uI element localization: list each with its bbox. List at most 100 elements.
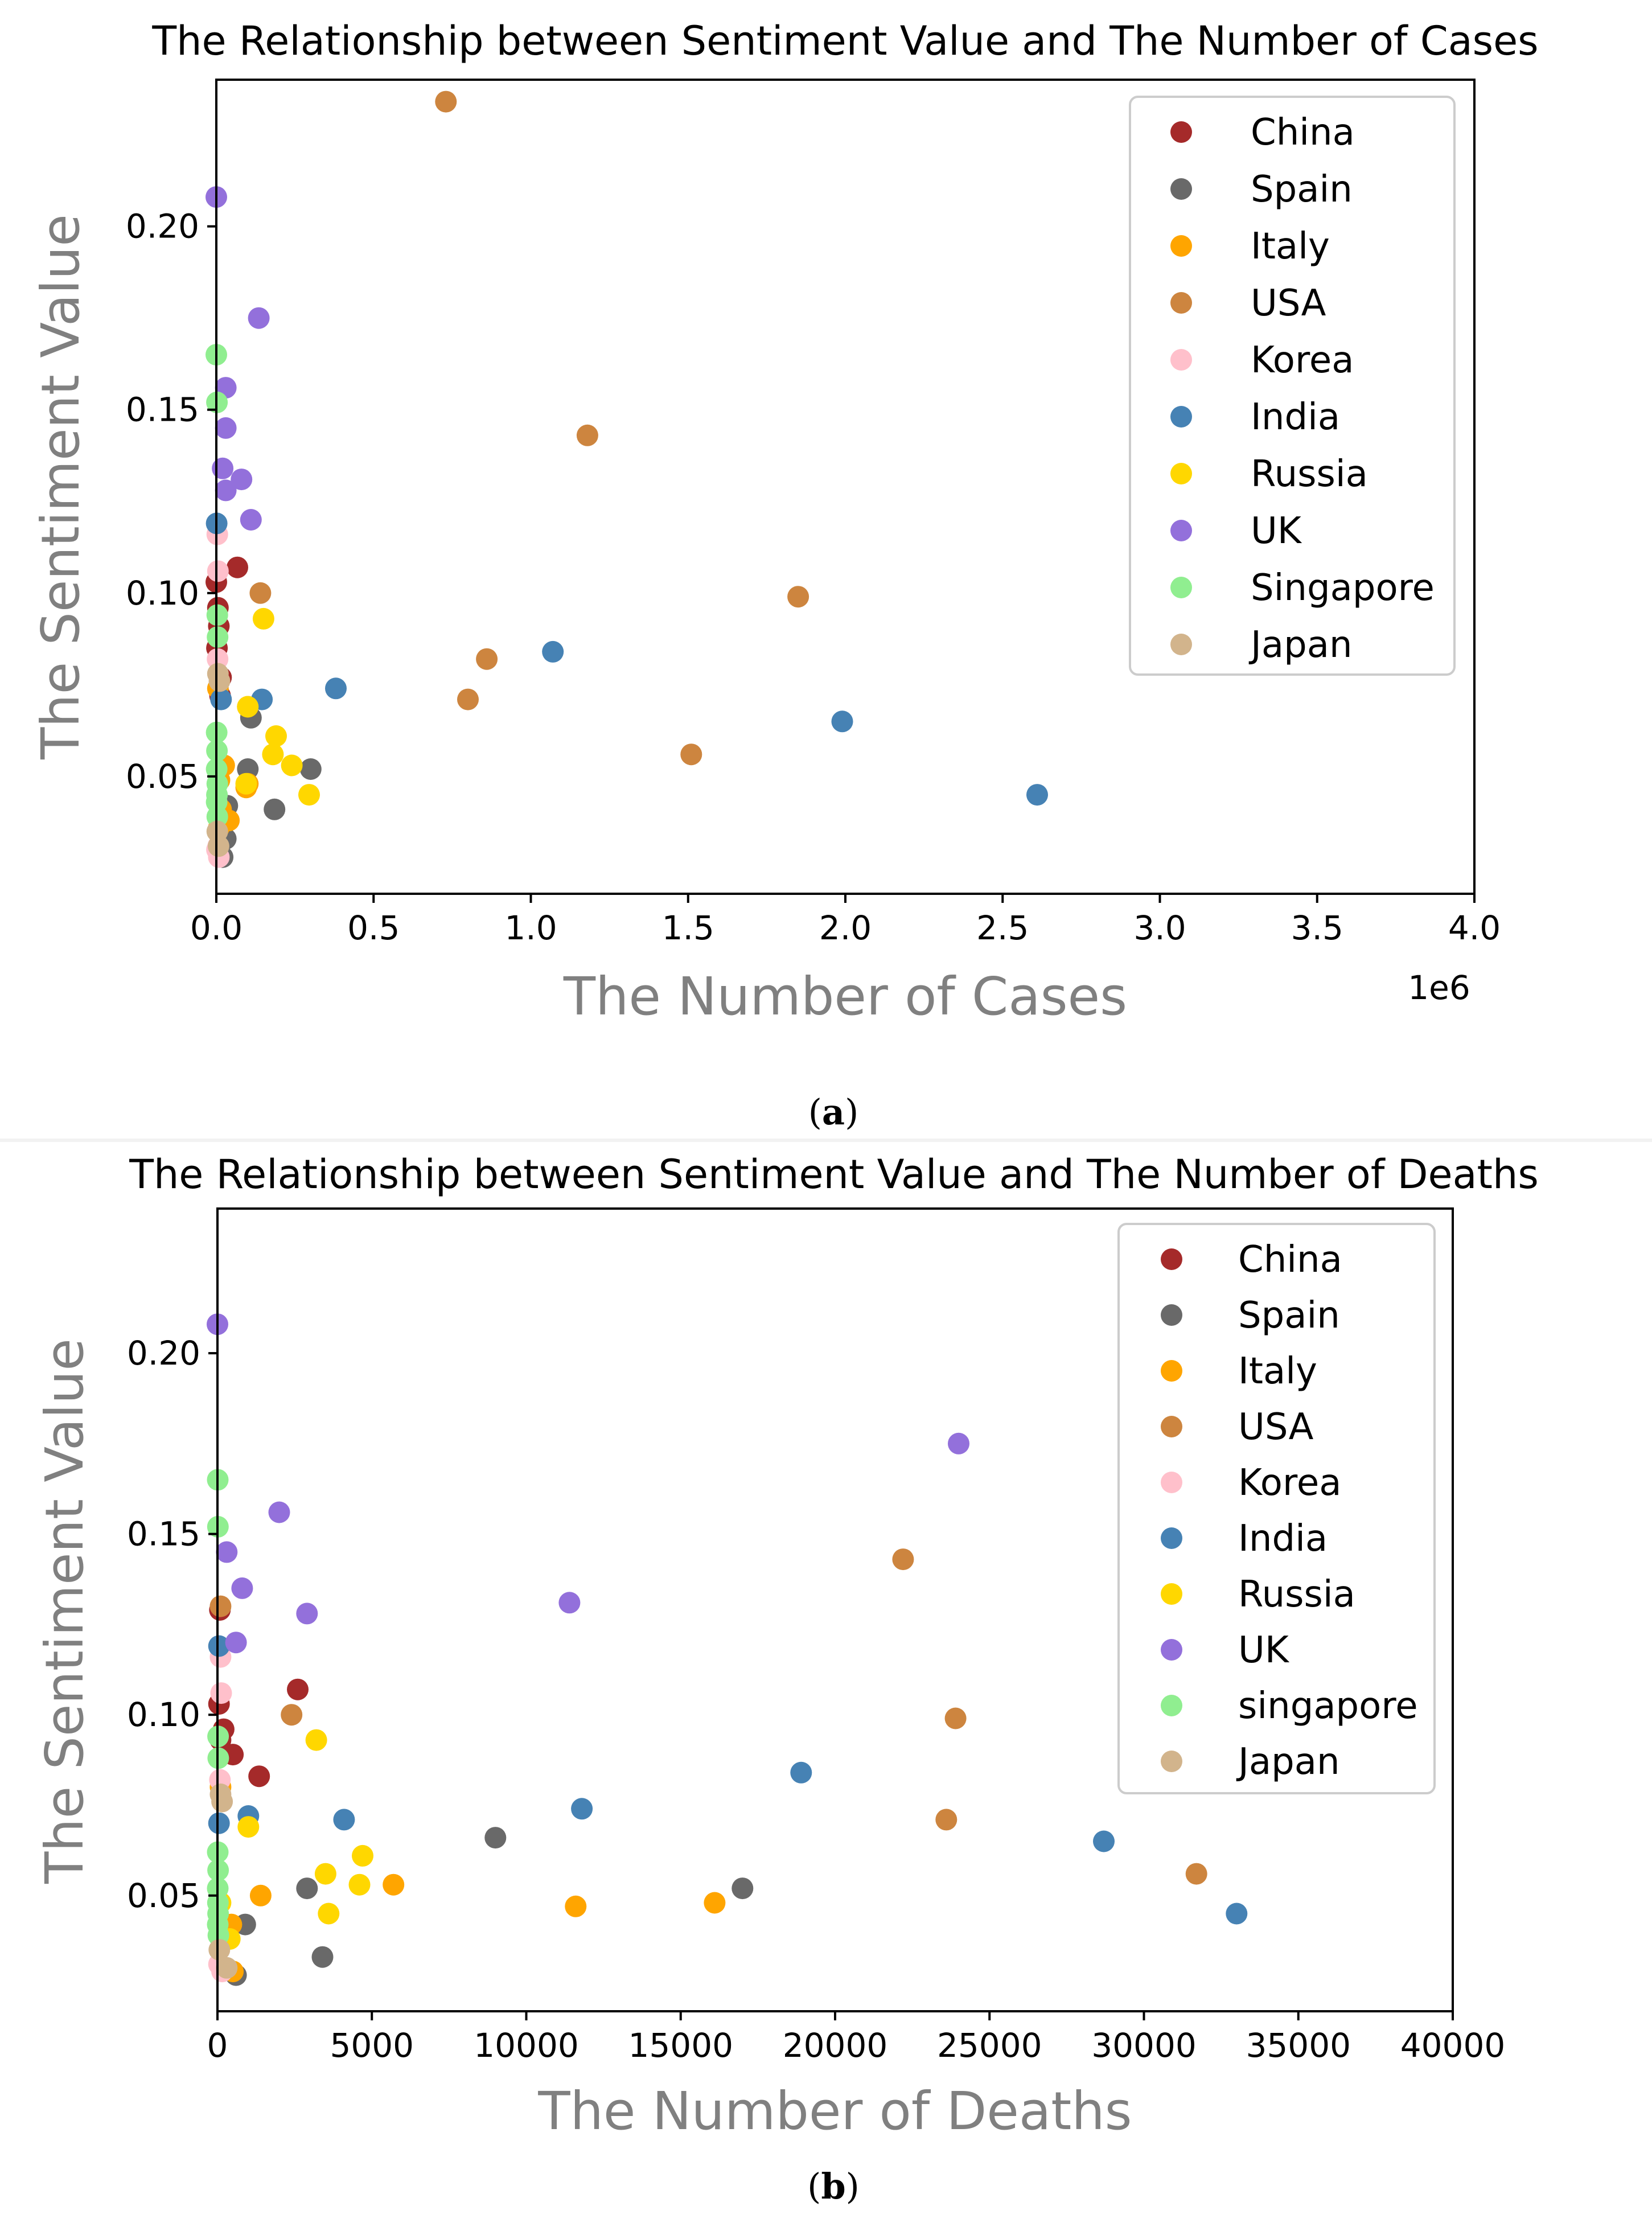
legend-marker	[1170, 577, 1192, 598]
x-tick-label: 1.5	[662, 909, 714, 947]
data-point-usa	[787, 586, 809, 608]
y-tick-label: 0.10	[127, 1695, 200, 1734]
legend-label: Japan	[1236, 1741, 1340, 1783]
legend-label: Russia	[1238, 1573, 1355, 1616]
legend-marker	[1161, 1304, 1182, 1326]
data-point-usa	[680, 743, 702, 766]
data-point-russia	[281, 754, 303, 776]
legend-label: Korea	[1238, 1462, 1341, 1504]
y-tick-label: 0.10	[126, 574, 199, 613]
legend: China Spain Italy USA Korea India Russia UK Sing…	[1129, 96, 1456, 676]
data-point-india	[790, 1761, 812, 1784]
legend-label: Russia	[1251, 453, 1368, 495]
legend-label: USA	[1251, 282, 1326, 324]
data-point-singapore	[207, 626, 229, 648]
x-tick-label: 25000	[937, 2026, 1042, 2065]
x-ticks: 0.0 0.5 1.0 1.5 2.0 2.5 3.0 3.5 4.0	[190, 894, 1501, 947]
y-tick-label: 0.15	[127, 1515, 200, 1554]
x-tick-label: 15000	[628, 2026, 733, 2065]
data-point-italy	[565, 1895, 587, 1917]
data-point-usa	[892, 1548, 914, 1571]
y-tick-label: 0.05	[127, 1876, 200, 1915]
data-point-russia	[318, 1903, 340, 1925]
legend-marker	[1170, 292, 1192, 314]
data-point-usa	[209, 1595, 232, 1617]
legend-label: Singapore	[1251, 567, 1435, 609]
x-tick-label: 20000	[783, 2026, 888, 2065]
data-point-russia	[262, 743, 284, 766]
data-point-russia	[265, 725, 287, 747]
data-point-uk	[231, 1577, 253, 1599]
legend-marker	[1161, 1472, 1182, 1493]
legend-label: singapore	[1238, 1685, 1418, 1727]
data-point-japan	[208, 670, 231, 692]
data-point-spain	[311, 1946, 334, 1968]
data-point-usa	[249, 582, 272, 604]
data-point-russia	[352, 1844, 373, 1867]
data-point-spain	[296, 1877, 318, 1900]
data-point-spain	[484, 1827, 507, 1849]
x-tick-label: 30000	[1091, 2026, 1197, 2065]
legend-marker	[1161, 1695, 1182, 1716]
y-tick-label: 0.20	[127, 1334, 200, 1373]
data-point-usa	[944, 1707, 967, 1729]
data-point-japan	[216, 1957, 238, 1979]
y-tick-label: 0.20	[126, 207, 199, 246]
x-tick-label: 2.5	[976, 909, 1029, 947]
legend-marker	[1170, 406, 1192, 428]
data-point-uk	[225, 1632, 247, 1654]
data-point-usa	[457, 688, 479, 710]
data-point-uk	[215, 479, 237, 502]
legend-box	[1117, 1223, 1436, 1794]
data-point-japan	[211, 1790, 233, 1813]
data-point-uk	[268, 1501, 290, 1523]
legend-label: UK	[1251, 510, 1302, 552]
x-tick-label: 10000	[474, 2026, 579, 2065]
legend-label: Spain	[1238, 1295, 1340, 1337]
data-point-uk	[216, 1541, 238, 1563]
data-point-india	[325, 677, 347, 700]
data-point-uk	[248, 307, 270, 329]
data-point-spain	[264, 798, 286, 820]
data-point-uk	[231, 469, 253, 491]
legend-label: Italy	[1238, 1350, 1317, 1392]
y-ticks: 0.05 0.10 0.15 0.20	[126, 207, 216, 796]
data-point-korea	[210, 1682, 232, 1704]
y-axis-label: The Sentiment Value	[34, 1338, 95, 1884]
y-tick-label: 0.15	[126, 391, 199, 429]
x-tick-label: 0	[207, 2026, 228, 2065]
legend-marker	[1161, 1751, 1182, 1772]
data-point-russia	[237, 696, 259, 718]
data-point-china	[287, 1678, 309, 1700]
x-tick-label: 5000	[330, 2026, 414, 2065]
data-point-spain	[299, 758, 322, 780]
data-point-japan	[208, 1939, 231, 1961]
legend-marker	[1161, 1583, 1182, 1605]
data-point-spain	[732, 1877, 754, 1900]
panel-label: b	[821, 2166, 845, 2207]
data-point-uk	[948, 1432, 969, 1455]
data-point-italy	[249, 1884, 272, 1907]
data-points	[207, 1313, 1248, 1986]
data-point-india	[333, 1809, 355, 1831]
legend-label: India	[1251, 396, 1340, 438]
data-point-uk	[240, 509, 262, 531]
data-point-usa	[935, 1809, 957, 1831]
legend-marker	[1170, 520, 1192, 541]
data-point-uk	[212, 457, 234, 479]
data-point-russia	[305, 1729, 327, 1751]
x-tick-label: 1.0	[504, 909, 557, 947]
data-point-india	[208, 1635, 230, 1657]
x-tick-label: 40000	[1400, 2026, 1506, 2065]
legend-marker	[1170, 178, 1192, 200]
x-tick-label: 2.0	[819, 909, 872, 947]
data-point-italy	[704, 1892, 726, 1914]
data-point-usa	[476, 648, 498, 670]
legend-marker	[1161, 1416, 1182, 1437]
y-tick-label: 0.05	[126, 757, 199, 796]
x-tick-label: 0.0	[190, 909, 243, 947]
legend-label: China	[1238, 1239, 1342, 1281]
data-point-india	[210, 688, 232, 710]
legend-marker	[1161, 1248, 1182, 1270]
